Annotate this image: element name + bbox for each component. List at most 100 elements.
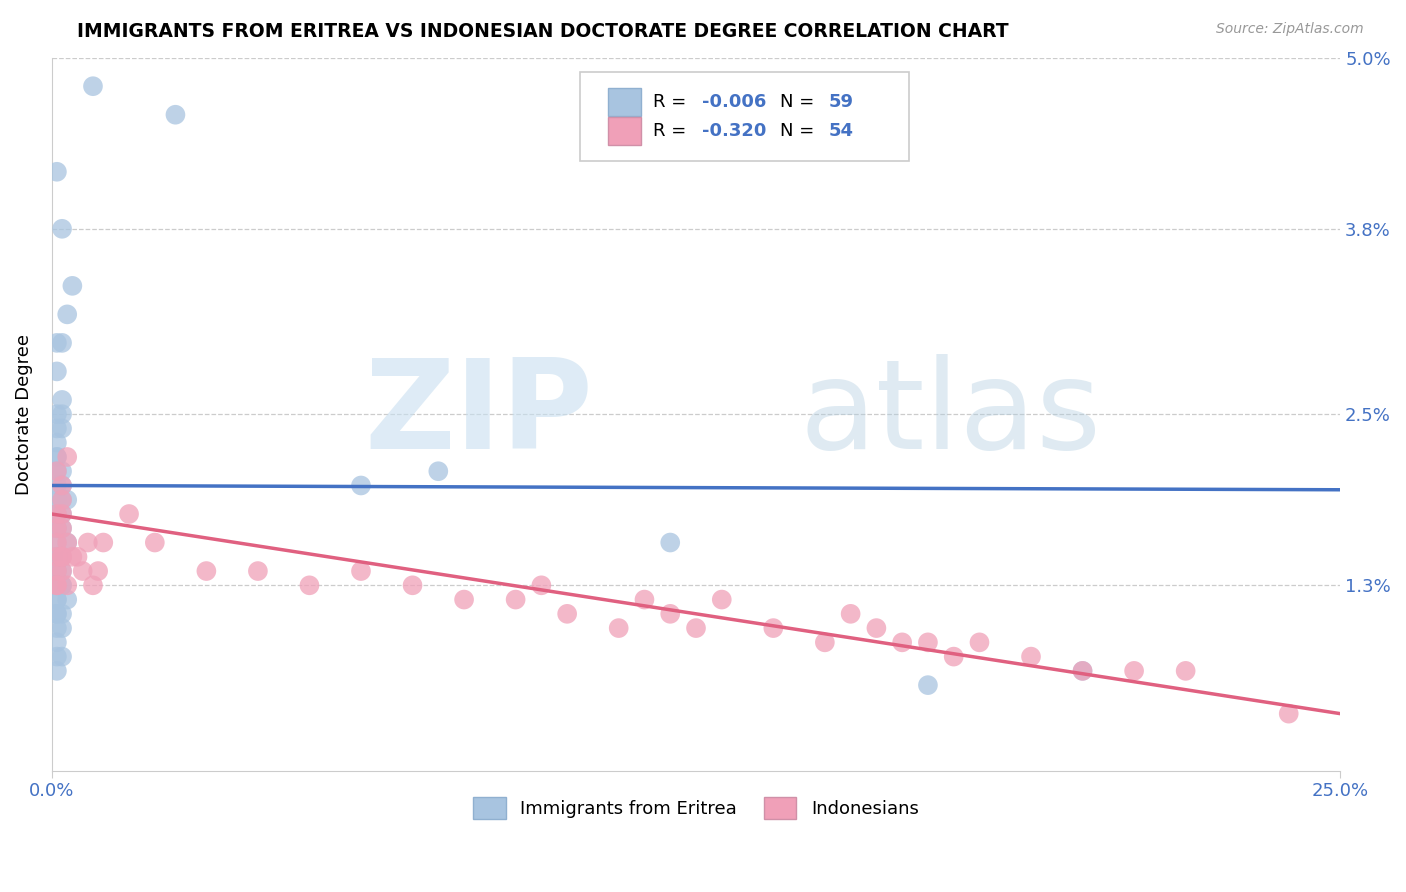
Point xyxy=(45,407,67,421)
Text: Source: ZipAtlas.com: Source: ZipAtlas.com xyxy=(1216,22,1364,37)
Point xyxy=(56,492,79,507)
Point xyxy=(45,592,67,607)
Point xyxy=(45,450,67,464)
Point xyxy=(453,592,475,607)
Text: R =: R = xyxy=(654,93,693,111)
Point xyxy=(45,450,67,464)
Text: ZIP: ZIP xyxy=(364,354,593,475)
Point xyxy=(51,578,73,592)
Point xyxy=(51,335,73,350)
Point xyxy=(45,621,67,635)
Point xyxy=(45,535,67,549)
Point xyxy=(814,635,837,649)
Point xyxy=(51,549,73,564)
Point xyxy=(1278,706,1301,721)
Point xyxy=(66,549,89,564)
Point xyxy=(45,507,67,521)
Point xyxy=(505,592,527,607)
Point xyxy=(45,564,67,578)
Point xyxy=(427,464,450,478)
Point xyxy=(56,535,79,549)
Point xyxy=(45,549,67,564)
Point xyxy=(350,564,373,578)
Text: 54: 54 xyxy=(828,122,853,140)
Point xyxy=(51,607,73,621)
Y-axis label: Doctorate Degree: Doctorate Degree xyxy=(15,334,32,495)
Point xyxy=(45,521,67,535)
Point xyxy=(45,507,67,521)
Point xyxy=(51,564,73,578)
Point xyxy=(633,592,655,607)
Point xyxy=(45,549,67,564)
Point xyxy=(839,607,862,621)
Point xyxy=(51,621,73,635)
Point xyxy=(56,592,79,607)
Point xyxy=(762,621,785,635)
Point xyxy=(45,578,67,592)
Point xyxy=(51,549,73,564)
Point xyxy=(60,549,83,564)
Bar xyxy=(609,117,641,145)
Point xyxy=(45,478,67,492)
Text: N =: N = xyxy=(780,122,820,140)
Point xyxy=(51,649,73,664)
Text: atlas: atlas xyxy=(799,354,1101,475)
Point xyxy=(530,578,553,592)
Point xyxy=(45,607,67,621)
Point xyxy=(45,364,67,378)
Point xyxy=(76,535,98,549)
Point xyxy=(45,335,67,350)
Point xyxy=(942,649,965,664)
Point xyxy=(45,549,67,564)
Point xyxy=(51,407,73,421)
Point xyxy=(51,521,73,535)
Point xyxy=(51,478,73,492)
Point xyxy=(56,450,79,464)
Point xyxy=(45,578,67,592)
Point xyxy=(1071,664,1094,678)
Point xyxy=(72,564,94,578)
Point xyxy=(195,564,218,578)
Text: 59: 59 xyxy=(828,93,853,111)
Point xyxy=(60,278,83,293)
Point xyxy=(143,535,166,549)
Point xyxy=(87,564,110,578)
Point xyxy=(969,635,991,649)
Point xyxy=(45,664,67,678)
Point xyxy=(45,492,67,507)
Point xyxy=(51,549,73,564)
Point xyxy=(45,635,67,649)
Point xyxy=(51,507,73,521)
Text: -0.320: -0.320 xyxy=(703,122,766,140)
Point xyxy=(45,578,67,592)
Point xyxy=(51,521,73,535)
Point xyxy=(45,578,67,592)
Point xyxy=(298,578,321,592)
Point xyxy=(118,507,141,521)
Point xyxy=(91,535,114,549)
Point xyxy=(45,421,67,435)
Point xyxy=(51,492,73,507)
Point xyxy=(1174,664,1197,678)
Point xyxy=(659,607,682,621)
Point xyxy=(685,621,707,635)
Point xyxy=(51,507,73,521)
Point xyxy=(865,621,887,635)
Text: IMMIGRANTS FROM ERITREA VS INDONESIAN DOCTORATE DEGREE CORRELATION CHART: IMMIGRANTS FROM ERITREA VS INDONESIAN DO… xyxy=(77,22,1010,41)
Point xyxy=(1019,649,1042,664)
Point xyxy=(45,564,67,578)
Point xyxy=(45,564,67,578)
Point xyxy=(56,535,79,549)
Point xyxy=(51,492,73,507)
FancyBboxPatch shape xyxy=(581,72,908,161)
Point xyxy=(1071,664,1094,678)
Point xyxy=(45,535,67,549)
Point xyxy=(45,521,67,535)
Point xyxy=(56,578,79,592)
Point xyxy=(1123,664,1146,678)
Text: N =: N = xyxy=(780,93,820,111)
Point xyxy=(45,592,67,607)
Text: -0.006: -0.006 xyxy=(703,93,766,111)
Point xyxy=(51,464,73,478)
Point xyxy=(45,521,67,535)
